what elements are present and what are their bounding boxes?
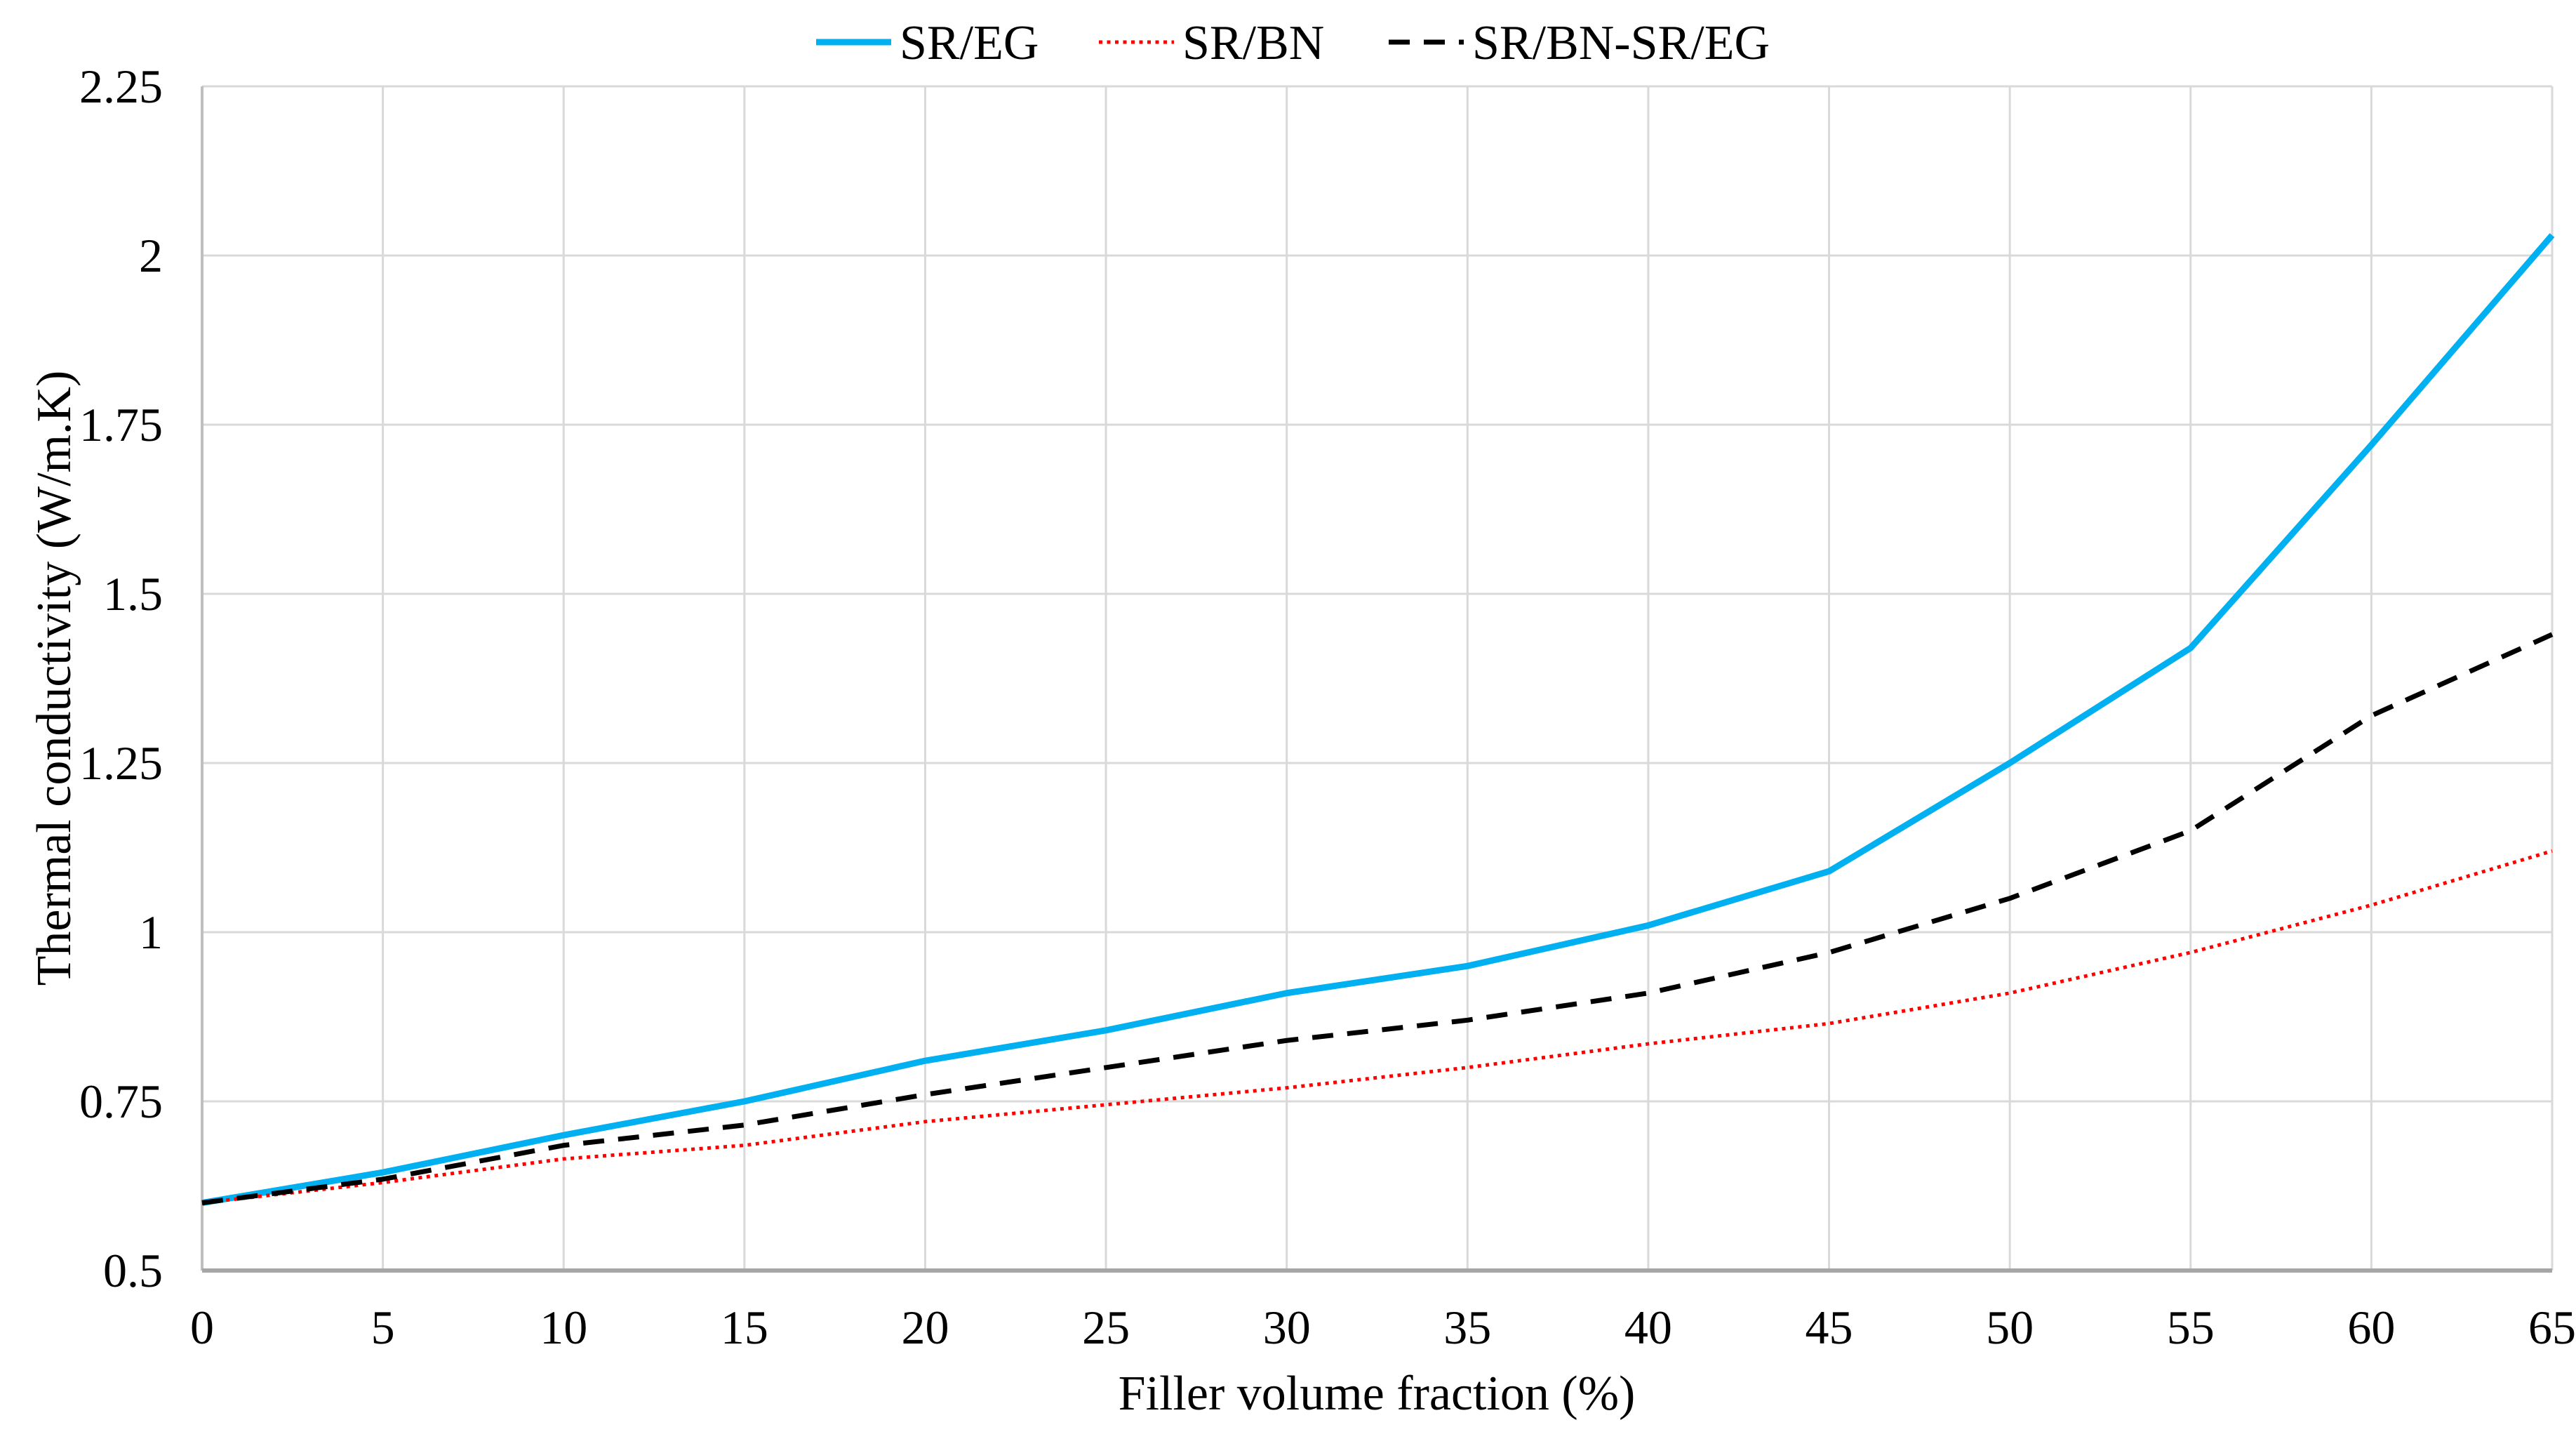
legend-label-srbn: SR/BN <box>1182 16 1324 70</box>
legend-label-srbn-sreg: SR/BN-SR/EG <box>1472 16 1770 70</box>
y-tick-label: 0.75 <box>79 1075 163 1128</box>
x-tick-label: 30 <box>1263 1301 1311 1354</box>
x-tick-label: 20 <box>901 1301 949 1354</box>
y-tick-label: 1 <box>139 906 163 959</box>
y-tick-label: 2 <box>139 229 163 282</box>
x-tick-label: 35 <box>1443 1301 1491 1354</box>
y-axis-title: Thermal conductivity (W/m.K) <box>27 371 81 986</box>
x-tick-label: 15 <box>721 1301 768 1354</box>
y-tick-label: 1.75 <box>79 398 163 451</box>
series-line-sr-eg <box>201 233 2555 1207</box>
y-tick-label: 1.5 <box>103 567 163 621</box>
y-tick-label: 0.5 <box>103 1244 163 1297</box>
x-tick-labels: 0 5 10 15 20 25 30 35 40 45 50 55 60 65 <box>190 1301 2576 1354</box>
x-tick-label: 40 <box>1624 1301 1672 1354</box>
series-lines <box>201 233 2555 1207</box>
gridlines <box>202 85 2554 1271</box>
plot-area <box>202 86 2552 1271</box>
x-tick-label: 55 <box>2167 1301 2215 1354</box>
y-tick-labels: 0.5 0.75 1 1.25 1.5 1.75 2 2.25 <box>79 60 163 1297</box>
x-tick-label: 5 <box>371 1301 395 1354</box>
x-tick-label: 25 <box>1082 1301 1130 1354</box>
x-tick-label: 45 <box>1806 1301 1853 1354</box>
legend: SR/EG SR/BN SR/BN-SR/EG <box>816 16 1770 70</box>
x-tick-label: 50 <box>1986 1301 2034 1354</box>
legend-label-sreg: SR/EG <box>900 16 1039 70</box>
y-tick-label: 1.25 <box>79 736 163 790</box>
x-tick-label: 0 <box>190 1301 214 1354</box>
x-axis-title: Filler volume fraction (%) <box>1119 1367 1636 1421</box>
x-tick-label: 60 <box>2347 1301 2395 1354</box>
y-tick-label: 2.25 <box>79 60 163 113</box>
x-tick-label: 10 <box>540 1301 587 1354</box>
series-line-sr-bn-sr-eg <box>201 632 2554 1206</box>
x-tick-label: 65 <box>2528 1301 2576 1354</box>
